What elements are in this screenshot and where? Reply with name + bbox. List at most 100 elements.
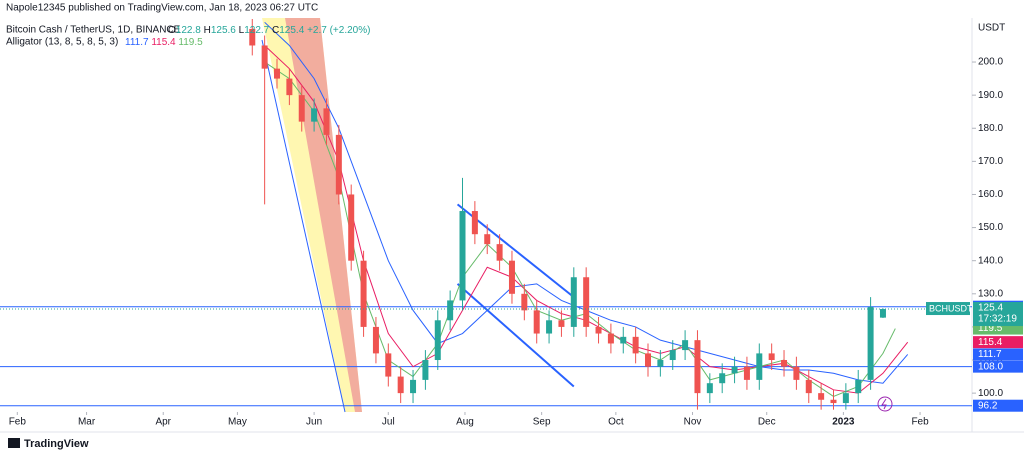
last-price-bg xyxy=(973,302,1023,327)
candle-body xyxy=(781,360,788,367)
candle-body xyxy=(669,350,676,361)
candle-body xyxy=(410,379,417,394)
x-tick-label: Apr xyxy=(155,417,171,428)
price-label-bg xyxy=(973,399,1023,412)
legend-part: O xyxy=(168,25,176,36)
x-tick-label: Oct xyxy=(608,417,624,428)
candle-body xyxy=(879,309,886,318)
x-tick-label: Feb xyxy=(911,417,929,428)
candle-body xyxy=(620,336,627,344)
candle-body xyxy=(372,326,379,354)
legend-part: 122.8 xyxy=(176,25,201,36)
candle-body xyxy=(719,373,726,384)
x-tick-label: Dec xyxy=(758,417,776,428)
candle-body xyxy=(558,320,565,327)
countdown: 17:32:19 xyxy=(978,314,1017,325)
candle-body xyxy=(422,360,429,380)
legend-part: H xyxy=(204,25,211,36)
candle-body xyxy=(323,108,330,135)
candle-body xyxy=(311,108,318,122)
candle-body xyxy=(706,383,713,394)
legend-part: 111.7 xyxy=(125,37,149,48)
y-tick-label: 100.0 xyxy=(978,388,1003,399)
candle-body xyxy=(274,68,281,79)
axes: 100.0110.0120.0130.0140.0150.0160.0170.0… xyxy=(9,57,1023,428)
candle-body xyxy=(818,393,825,400)
alligator-label: 111.7 xyxy=(978,349,1002,360)
candle-body xyxy=(756,353,763,380)
y-tick-label: 190.0 xyxy=(978,90,1003,101)
legend-part: 125.4 xyxy=(279,25,304,36)
x-tick-label: Sep xyxy=(533,417,551,428)
candle-body xyxy=(583,277,590,327)
indicator-values: 111.7 115.4 119.5 xyxy=(125,37,203,48)
candle-body xyxy=(447,300,454,321)
x-tick-label: Nov xyxy=(684,417,702,428)
candle-body xyxy=(595,326,602,334)
legend-part: L xyxy=(239,25,245,36)
candle-body xyxy=(508,260,515,294)
legend-part: 125.6 xyxy=(211,25,236,36)
candle-body xyxy=(261,45,268,69)
candle-body xyxy=(360,260,367,327)
x-tick-label: Aug xyxy=(456,417,474,428)
brand-logo xyxy=(8,438,20,448)
price-label: 108.0 xyxy=(978,361,1003,372)
y-axis-label: USDT xyxy=(978,23,1005,34)
y-tick-label: 180.0 xyxy=(978,123,1003,134)
candle-body xyxy=(768,353,775,361)
candle-body xyxy=(830,399,837,404)
y-tick-label: 200.0 xyxy=(978,57,1003,68)
x-tick-label: May xyxy=(228,417,247,428)
candle-body xyxy=(867,307,874,380)
trendline xyxy=(456,283,575,388)
legend-part: +2.7 (+2.20%) xyxy=(307,25,370,36)
alert-bolt xyxy=(881,398,887,410)
candle-body xyxy=(694,340,701,394)
last-price: 125.4 xyxy=(978,303,1003,314)
alligator-label-bg xyxy=(973,336,1023,349)
triangle-edge xyxy=(261,39,346,413)
candle-body xyxy=(805,379,812,394)
y-tick-label: 150.0 xyxy=(978,222,1003,233)
candle-body xyxy=(385,353,392,377)
ticker: BCHUSDT xyxy=(929,303,973,313)
brand: TradingView xyxy=(24,438,89,450)
plot xyxy=(0,18,972,410)
candle-body xyxy=(484,234,491,245)
candle-body xyxy=(335,134,342,195)
candle-body xyxy=(570,277,577,327)
candle-body xyxy=(855,379,862,394)
candle-body xyxy=(645,353,651,367)
candle-body xyxy=(607,333,614,344)
y-tick-label: 160.0 xyxy=(978,189,1003,200)
publisher: Napole12345 published on TradingView.com… xyxy=(6,3,318,14)
candle-body xyxy=(842,393,849,404)
candle-body xyxy=(471,211,478,235)
x-tick-label: Jul xyxy=(382,417,395,428)
symbol: Bitcoin Cash / TetherUS, 1D, BINANCE xyxy=(6,25,181,36)
alligator-label: 119.5 xyxy=(978,323,1003,334)
candle-body xyxy=(496,244,503,261)
alligator-label-bg xyxy=(973,348,1023,361)
candle-body xyxy=(298,95,305,122)
x-tick-label: Mar xyxy=(78,417,96,428)
candle-body xyxy=(286,78,293,96)
candle-body xyxy=(533,310,540,334)
candle-body xyxy=(434,320,441,361)
price-label-bg xyxy=(973,360,1023,373)
candle-body xyxy=(682,340,689,351)
x-tick-label: 2023 xyxy=(832,417,855,428)
candle-body xyxy=(632,336,639,354)
y-tick-label: 170.0 xyxy=(978,156,1003,167)
alert-icon[interactable] xyxy=(877,396,893,412)
legend-part: 115.4 xyxy=(151,37,176,48)
alligator-label: 115.4 xyxy=(978,337,1003,348)
candle-body xyxy=(731,366,738,374)
candle-body xyxy=(546,320,553,334)
candle-body xyxy=(348,194,355,261)
y-tick-label: 140.0 xyxy=(978,255,1003,266)
legend-part: 119.5 xyxy=(178,37,203,48)
